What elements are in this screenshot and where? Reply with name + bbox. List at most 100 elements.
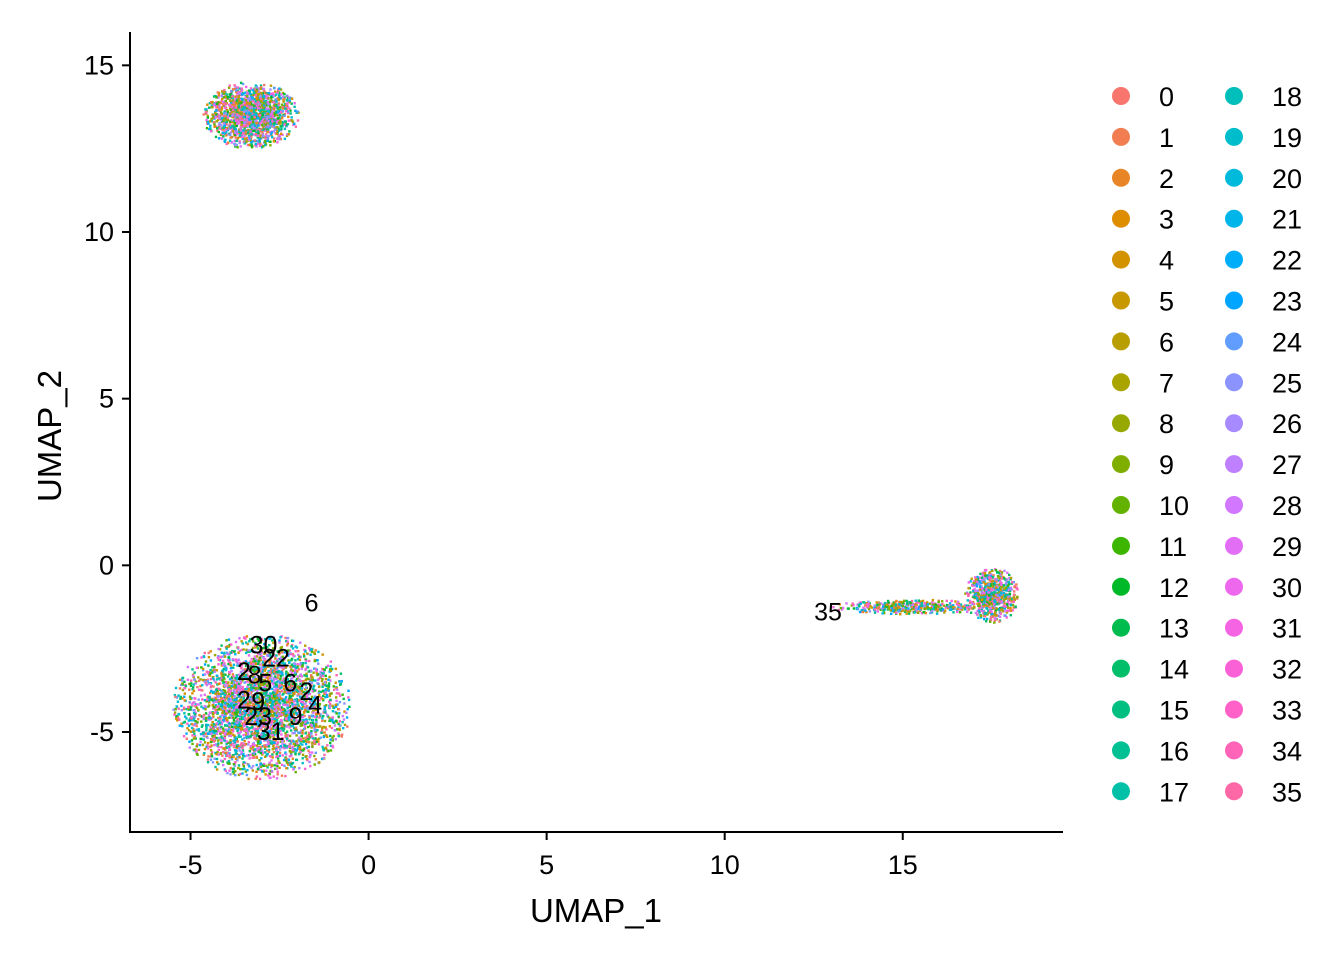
data-point [271, 700, 275, 703]
data-point [277, 129, 280, 133]
data-point [262, 737, 265, 740]
data-point [207, 122, 210, 125]
data-point [217, 123, 221, 127]
data-point [236, 744, 239, 747]
data-point [273, 722, 276, 725]
data-point [245, 723, 248, 727]
data-point [185, 732, 188, 735]
data-point [250, 109, 253, 112]
data-point [223, 132, 226, 135]
data-point [205, 745, 208, 749]
data-point [290, 713, 293, 716]
data-point [314, 702, 318, 706]
data-point [190, 739, 194, 742]
data-point [283, 665, 286, 669]
data-point [220, 745, 223, 749]
data-point [234, 659, 237, 662]
data-point [248, 96, 251, 100]
data-point [181, 676, 185, 680]
data-point [173, 713, 176, 716]
data-point [231, 733, 234, 736]
data-point [228, 643, 231, 647]
data-point [228, 703, 231, 707]
data-point [193, 701, 196, 704]
data-point [195, 748, 198, 752]
data-point [199, 702, 202, 705]
data-point [209, 650, 212, 653]
data-point [260, 677, 263, 680]
data-point [288, 695, 291, 698]
data-point [245, 722, 249, 725]
data-point [232, 718, 236, 721]
data-point [328, 700, 331, 703]
data-point [301, 743, 304, 746]
data-point [282, 98, 285, 101]
data-point [192, 715, 195, 718]
data-point [217, 687, 221, 691]
data-point [319, 714, 322, 718]
data-point [229, 766, 232, 770]
data-point [278, 663, 281, 667]
data-point [245, 729, 248, 732]
data-point [280, 115, 284, 119]
data-point [267, 774, 270, 777]
data-point [272, 140, 276, 143]
data-point [250, 695, 253, 699]
data-point [269, 125, 272, 128]
data-point [274, 667, 277, 671]
data-point [318, 761, 321, 764]
data-point [267, 676, 270, 679]
data-point [249, 130, 252, 133]
data-point [304, 683, 308, 686]
data-point [303, 674, 306, 677]
data-point [228, 752, 231, 755]
data-point [224, 684, 227, 688]
data-point [225, 120, 228, 124]
data-point [241, 669, 245, 672]
data-point [300, 735, 303, 738]
data-point [326, 715, 330, 718]
data-point [251, 769, 254, 772]
data-point [276, 112, 280, 116]
data-point [274, 739, 278, 742]
data-point [180, 683, 183, 687]
data-point [221, 760, 224, 763]
data-point [259, 741, 262, 745]
data-point [301, 732, 304, 735]
data-point [259, 693, 262, 697]
data-point [245, 85, 248, 89]
data-point [268, 684, 271, 688]
data-point [237, 104, 241, 108]
data-point [281, 91, 285, 95]
data-point [244, 660, 247, 663]
data-point [203, 680, 206, 683]
data-point [209, 728, 212, 731]
data-point [291, 665, 295, 668]
data-point [251, 732, 254, 735]
data-point [227, 690, 230, 694]
data-point [262, 692, 266, 695]
data-point [229, 108, 232, 111]
data-point [275, 762, 278, 765]
data-point [224, 667, 228, 670]
data-point [272, 92, 275, 95]
data-point [254, 646, 257, 649]
data-point [296, 110, 299, 113]
data-point [201, 669, 205, 672]
data-point [239, 690, 242, 694]
data-point [289, 742, 292, 745]
data-point [192, 719, 195, 722]
data-point [259, 641, 263, 644]
data-point [258, 670, 261, 673]
data-point [265, 92, 269, 95]
data-point [343, 710, 346, 713]
data-point [273, 764, 276, 767]
data-point [230, 693, 233, 697]
data-point [282, 692, 285, 695]
data-point [264, 719, 267, 722]
data-point [270, 122, 273, 125]
data-point [302, 749, 305, 752]
data-point [209, 124, 212, 127]
data-point [250, 123, 253, 126]
data-point [176, 700, 180, 703]
